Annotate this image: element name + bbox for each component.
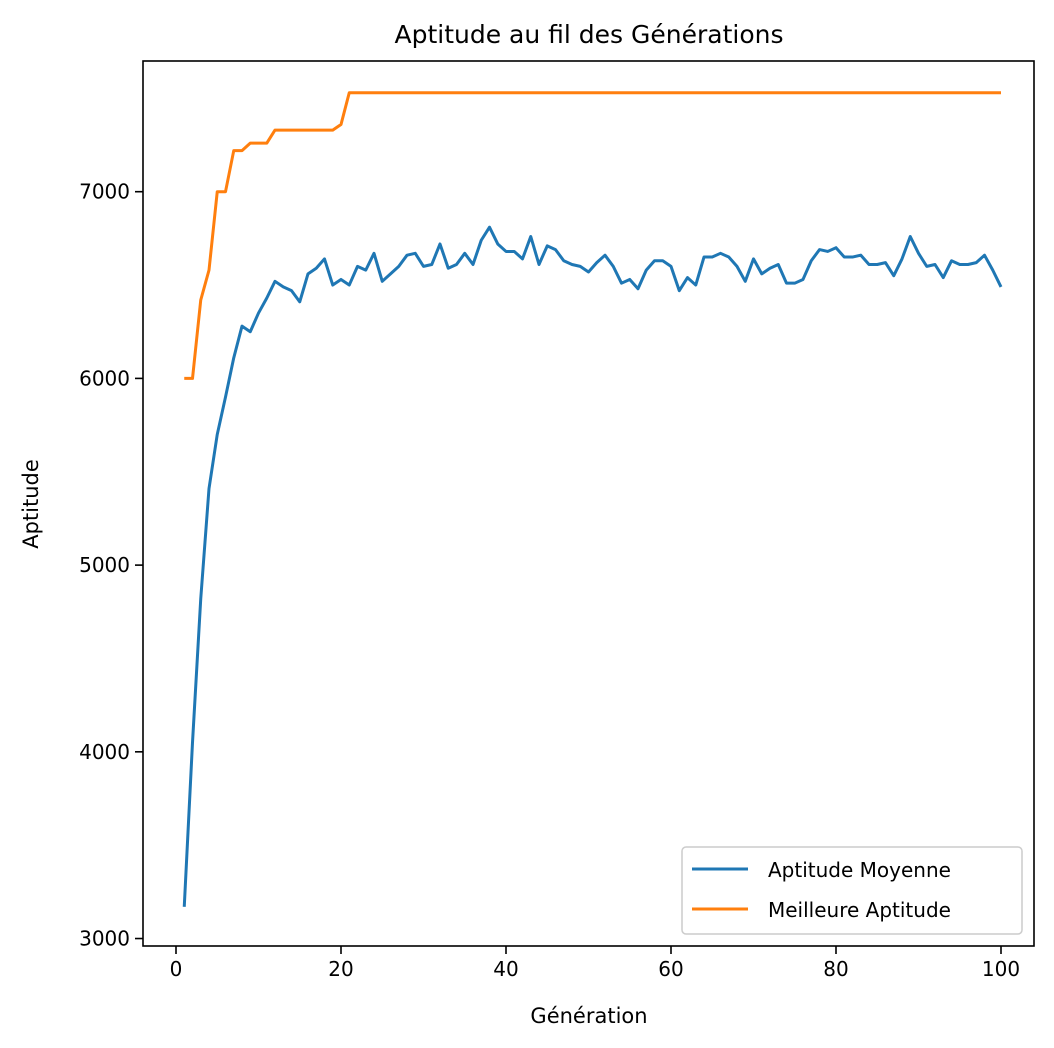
y-tick-label: 4000 [79,740,130,764]
legend-frame [681,846,1023,935]
x-tick-label: 40 [493,957,518,981]
legend-label-aptitude-moyenne: Aptitude Moyenne [768,858,951,882]
legend-label-meilleure-aptitude: Meilleure Aptitude [768,898,951,922]
x-tick-label: 100 [982,957,1020,981]
x-axis-label: Génération [530,1004,647,1028]
x-tick-label: 0 [170,957,183,981]
plot-area [182,91,1003,907]
x-tick-label: 20 [328,957,353,981]
axes-frame [142,60,1035,947]
y-tick-label: 3000 [79,927,130,951]
chart-title: Aptitude au fil des Générations [394,20,783,49]
y-tick-label: 6000 [79,366,130,390]
x-tick-label: 80 [823,957,848,981]
y-tick-label: 7000 [79,180,130,204]
axis-ticks: 0 20 40 60 80 100 3000 4000 5000 6000 7000 [79,180,1020,981]
y-tick-label: 5000 [79,553,130,577]
x-tick-label: 60 [658,957,683,981]
series-line-meilleure-aptitude [184,91,1001,380]
y-axis-label: Aptitude [19,459,43,549]
legend: Aptitude Moyenne Meilleure Aptitude [681,846,1023,935]
series-line-aptitude-moyenne [182,225,1003,907]
